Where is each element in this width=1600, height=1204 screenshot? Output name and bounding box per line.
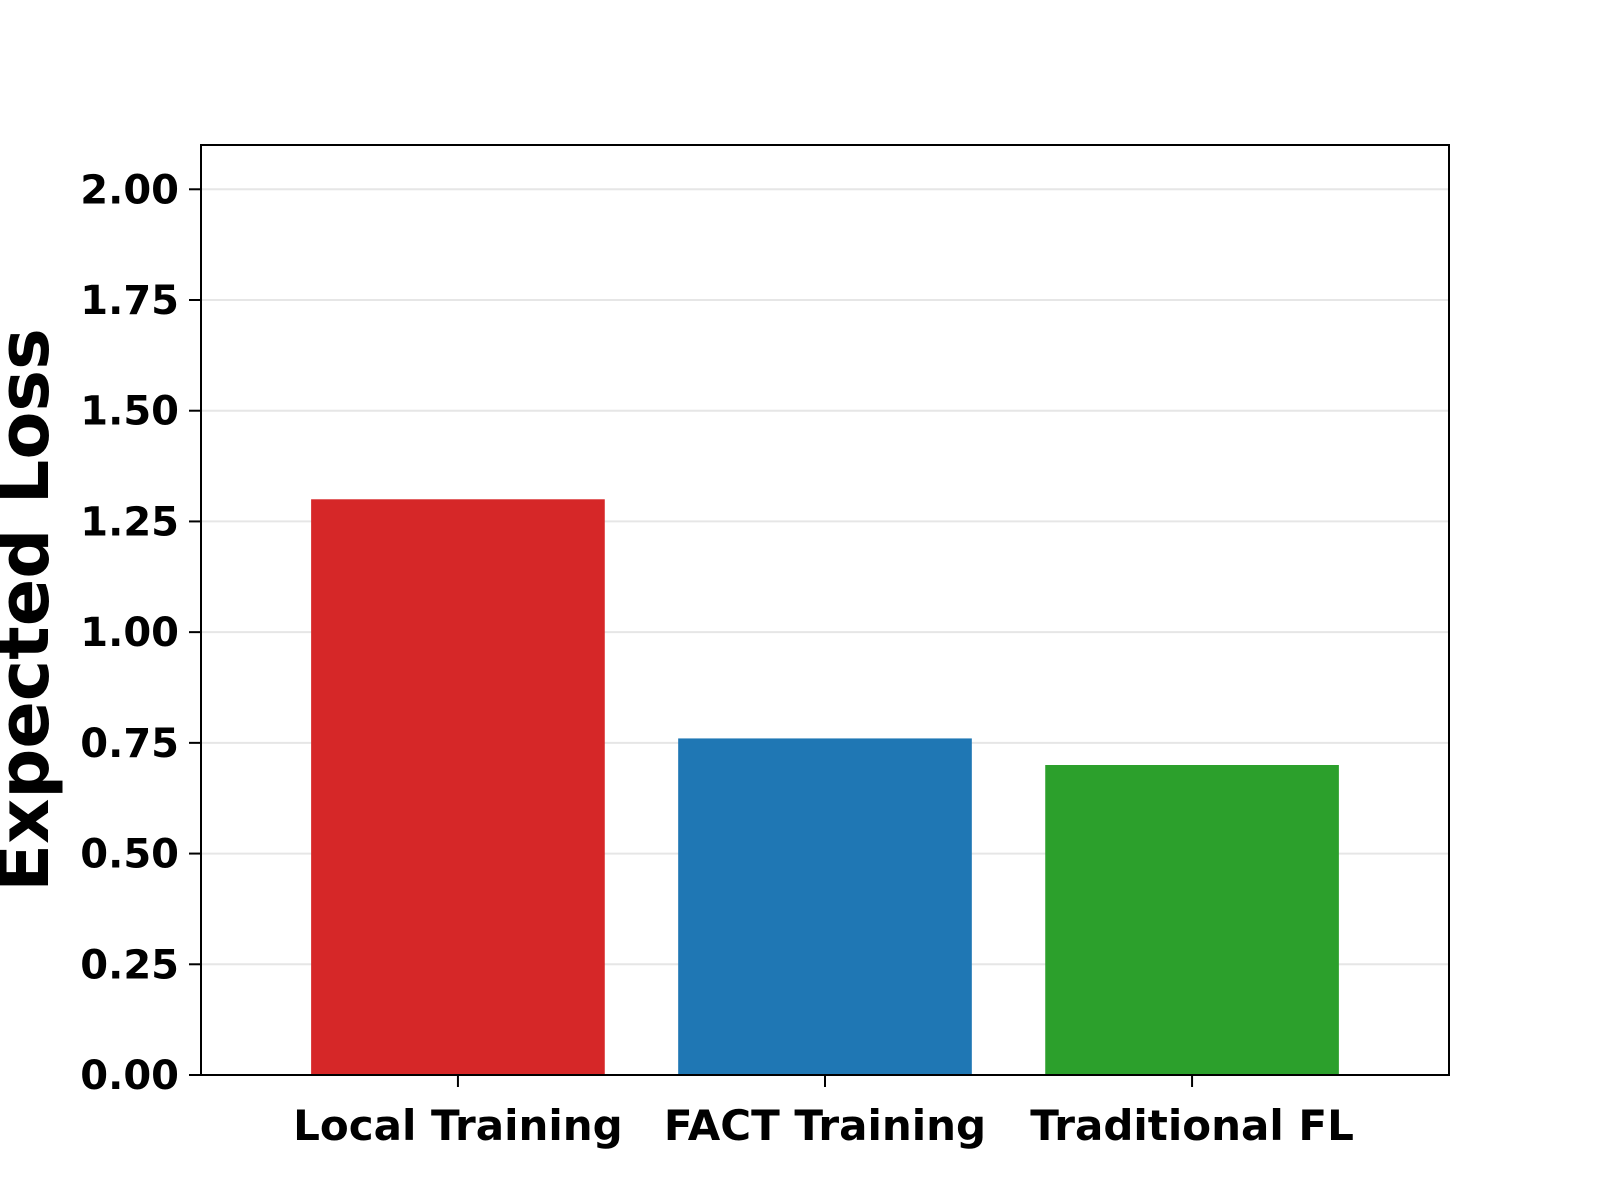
y-tick-label: 2.00 [80, 167, 179, 213]
y-tick-label: 1.25 [80, 499, 179, 545]
y-tick-label: 0.75 [80, 721, 179, 767]
y-tick-label: 0.00 [80, 1053, 179, 1099]
x-tick-label: FACT Training [664, 1101, 986, 1150]
bar-traditional-fl [1045, 765, 1339, 1075]
y-tick-label: 1.50 [80, 389, 179, 435]
x-tick-label: Traditional FL [1030, 1101, 1354, 1150]
y-axis-title: Expected Loss [0, 328, 65, 892]
x-tick-label: Local Training [293, 1101, 623, 1150]
y-tick-label: 0.50 [80, 832, 179, 878]
bar-local-training [311, 499, 605, 1075]
bars-layer [311, 499, 1339, 1075]
bar-fact-training [678, 738, 972, 1075]
y-tick-label: 1.75 [80, 278, 179, 324]
x-axis: Local Training FACT Training Traditional F… [293, 1075, 1354, 1150]
y-tick-label: 1.00 [80, 610, 179, 656]
y-axis: 0.00 0.25 0.50 0.75 1.00 1.25 1.50 1.75 2.00 [80, 167, 201, 1099]
y-tick-label: 0.25 [80, 942, 179, 988]
